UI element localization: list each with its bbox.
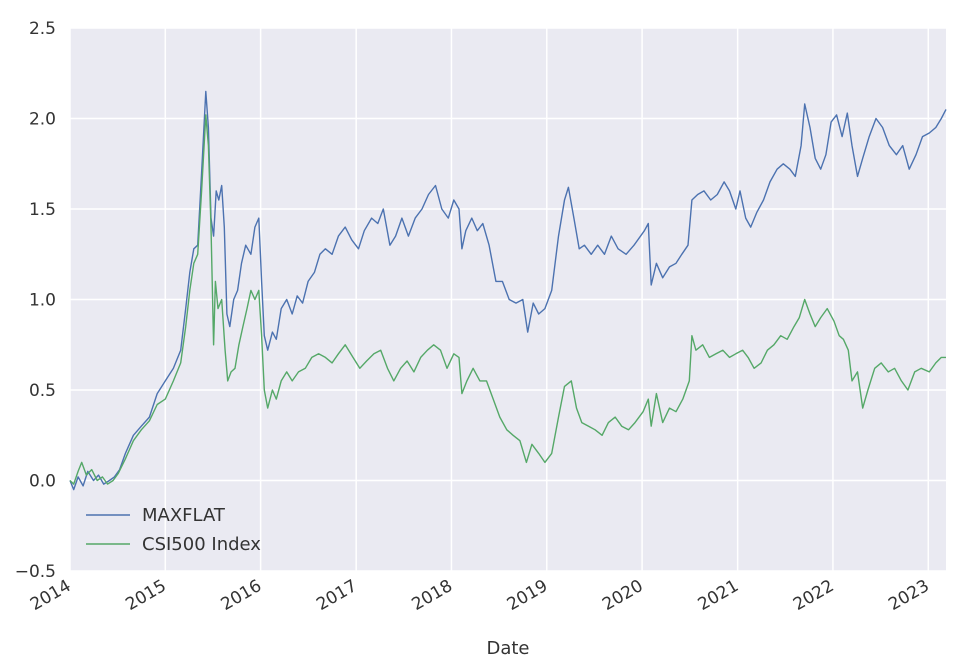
x-tick-label: 2018	[409, 576, 456, 615]
x-tick-label: 2019	[504, 576, 551, 615]
y-tick-label: 2.0	[29, 110, 56, 130]
x-tick-label: 2015	[122, 576, 169, 615]
x-tick-label: 2021	[695, 576, 742, 615]
x-tick-label: 2022	[790, 576, 837, 615]
y-tick-label: −0.5	[15, 562, 56, 582]
legend-label: CSI500 Index	[142, 534, 261, 555]
x-tick-label: 2020	[599, 576, 646, 615]
x-tick-label: 2023	[885, 576, 932, 615]
y-tick-label: 0.5	[29, 381, 56, 401]
x-tick-label: 2016	[218, 576, 265, 615]
y-axis: −0.5 0.0 0.5 1.0 1.5 2.0 2.5	[15, 19, 56, 582]
series-layer	[69, 90, 947, 491]
y-tick-label: 2.5	[29, 19, 56, 39]
y-tick-label: 1.5	[29, 200, 56, 220]
legend: MAXFLAT CSI500 Index	[86, 505, 261, 555]
grid-lines	[69, 27, 946, 572]
y-tick-label: 1.0	[29, 291, 56, 311]
x-axis: 2014 2015 2016 2017 2018 2019 2020 2021 2022 2023	[27, 576, 933, 615]
series-line-csi500-index	[69, 114, 946, 485]
y-tick-label: 0.0	[29, 472, 56, 492]
x-axis-title: Date	[486, 638, 529, 659]
legend-label: MAXFLAT	[142, 505, 226, 526]
x-tick-label: 2017	[313, 576, 360, 615]
